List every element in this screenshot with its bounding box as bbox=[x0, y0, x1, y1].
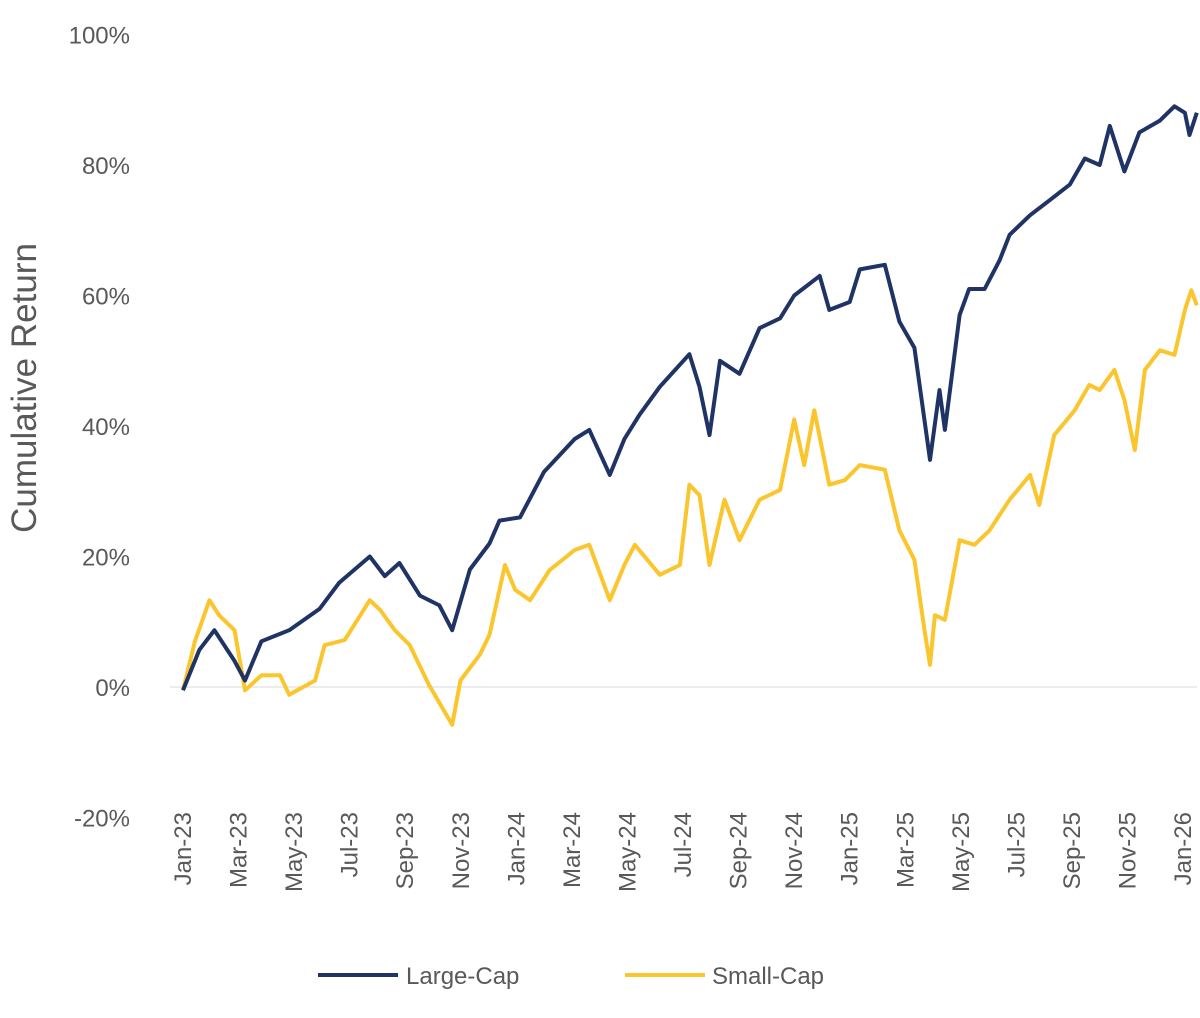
x-tick-label: Jan-26 bbox=[1170, 812, 1197, 885]
legend-label-small-cap: Small-Cap bbox=[712, 963, 824, 990]
x-tick-label: Sep-25 bbox=[1059, 812, 1086, 889]
x-tick-label: Nov-23 bbox=[448, 812, 475, 889]
x-tick-label: May-24 bbox=[614, 812, 641, 892]
x-tick-label: Mar-24 bbox=[559, 812, 586, 888]
x-tick-label: Jan-24 bbox=[503, 812, 530, 885]
legend: Large-Cap Small-Cap bbox=[318, 963, 824, 990]
y-tick-label: 60% bbox=[82, 284, 130, 311]
x-tick-label: Nov-25 bbox=[1115, 812, 1142, 889]
y-tick-label: 40% bbox=[82, 414, 130, 441]
y-axis-label: Cumulative Return bbox=[5, 243, 44, 533]
x-tick-label: Nov-24 bbox=[781, 812, 808, 889]
x-tick-label: Sep-24 bbox=[726, 812, 753, 889]
x-tick-label: May-23 bbox=[281, 812, 308, 892]
legend-label-large-cap: Large-Cap bbox=[406, 963, 519, 990]
x-tick-label: Sep-23 bbox=[392, 812, 419, 889]
x-tick-label: Jan-25 bbox=[837, 812, 864, 885]
y-tick-label: 80% bbox=[82, 153, 130, 180]
x-tick-label: Jul-24 bbox=[670, 812, 697, 877]
series-line-small-cap bbox=[181, 288, 1199, 727]
y-tick-label: 0% bbox=[95, 675, 130, 702]
y-tick-label: 100% bbox=[69, 23, 130, 50]
y-tick-label: 20% bbox=[82, 545, 130, 572]
x-tick-label: Mar-23 bbox=[226, 812, 253, 888]
x-tick-label: Jul-25 bbox=[1003, 812, 1030, 877]
series-line-large-cap bbox=[181, 104, 1199, 692]
x-tick-label: May-25 bbox=[948, 812, 975, 892]
x-tick-label: Jul-23 bbox=[337, 812, 364, 877]
y-tick-label: -20% bbox=[74, 806, 130, 833]
x-tick-label: Mar-25 bbox=[892, 812, 919, 888]
x-tick-label: Jan-23 bbox=[170, 812, 197, 885]
